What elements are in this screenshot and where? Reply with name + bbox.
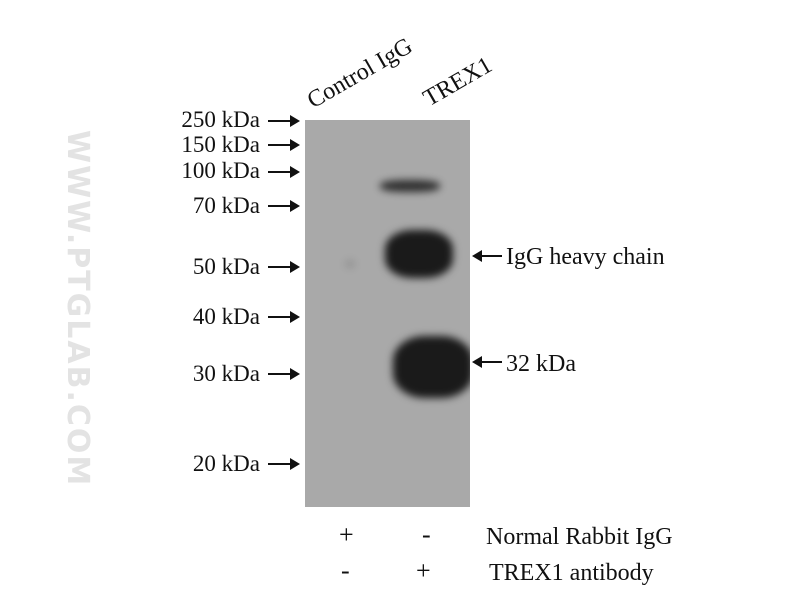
- lane-label-control-igg: Control IgG: [303, 33, 418, 115]
- watermark: WWW.PTGLAB.COM: [60, 130, 95, 488]
- marker-arrow-icon: [268, 200, 300, 212]
- marker-arrow-icon: [268, 166, 300, 178]
- target-label: 32 kDa: [506, 351, 576, 377]
- marker-arrow-icon: [268, 261, 300, 273]
- marker-250: 250 kDa: [181, 107, 260, 132]
- marker-40: 40 kDa: [192, 304, 260, 329]
- band-control-faint: [345, 260, 355, 268]
- heavy-chain-arrow-icon: [472, 250, 502, 262]
- target-arrow-icon: [472, 356, 502, 368]
- band-heavy-chain: [385, 230, 453, 278]
- marker-arrow-icon: [268, 139, 300, 151]
- marker-70: 70 kDa: [192, 193, 260, 218]
- marker-20: 20 kDa: [192, 451, 260, 476]
- marker-arrow-icon: [268, 115, 300, 127]
- cond1-lane1: +: [339, 520, 354, 549]
- marker-30: 30 kDa: [192, 361, 260, 386]
- marker-100: 100 kDa: [181, 158, 260, 183]
- marker-150: 150 kDa: [181, 132, 260, 157]
- marker-arrow-icon: [268, 368, 300, 380]
- marker-arrow-icon: [268, 458, 300, 470]
- cond2-lane1: -: [341, 556, 350, 585]
- marker-50: 50 kDa: [192, 254, 260, 279]
- blot-membrane: [305, 120, 470, 507]
- cond2-lane2: +: [416, 556, 431, 585]
- cond1-label: Normal Rabbit IgG: [486, 524, 673, 550]
- band-70kda: [380, 180, 440, 192]
- cond1-lane2: -: [422, 520, 431, 549]
- lane-label-trex1: TREX1: [419, 52, 497, 112]
- marker-arrow-icon: [268, 311, 300, 323]
- heavy-chain-label: IgG heavy chain: [506, 244, 665, 270]
- cond2-label: TREX1 antibody: [489, 560, 654, 586]
- band-32kda: [393, 336, 470, 398]
